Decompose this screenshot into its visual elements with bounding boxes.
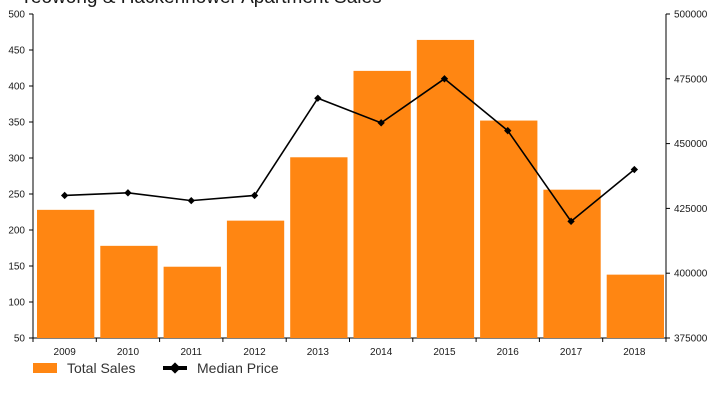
point-2016: [504, 126, 512, 135]
bar-2014: [353, 70, 411, 338]
point-2014: [377, 119, 385, 127]
legend-item-total-sales: Total Sales: [33, 360, 135, 376]
point-2018: [630, 165, 639, 174]
left-tick-label-50: 50: [14, 334, 26, 345]
x-tick-label-2014: 2014: [370, 347, 393, 358]
x-tick-label-2016: 2016: [497, 347, 520, 358]
x-tick-label-2013: 2013: [307, 347, 330, 358]
bar-2010: [100, 245, 158, 338]
left-tick-label-450: 450: [8, 46, 25, 57]
right-tick-label-475000: 475000: [674, 74, 708, 85]
bar-series: [37, 39, 664, 339]
chart-title: Yeowong & Hackenhower Apartment Sales: [20, 0, 382, 8]
point-2017: [567, 217, 575, 226]
left-tick-label-500: 500: [8, 10, 25, 21]
x-tick-label-2011: 2011: [180, 347, 202, 358]
point-2012: [250, 191, 259, 200]
legend-item-median-price: Median Price: [163, 360, 279, 376]
point-2010: [124, 189, 132, 197]
left-tick-label-350: 350: [8, 118, 25, 129]
bar-2017: [543, 189, 601, 338]
left-axis: 50 100 150 200 250 300 350 400 450 500: [8, 10, 34, 345]
left-tick-label-250: 250: [8, 190, 25, 201]
bar-2013: [290, 157, 348, 338]
median-price-line: [64, 77, 635, 223]
right-tick-label-500000: 500000: [674, 10, 708, 21]
point-2009: [60, 191, 69, 200]
right-tick-label-375000: 375000: [674, 334, 708, 345]
x-tick-label-2015: 2015: [433, 347, 456, 358]
bar-2018: [606, 274, 664, 338]
x-tick-label-2009: 2009: [54, 347, 77, 358]
x-tick-label-2017: 2017: [560, 347, 583, 358]
right-tick-label-400000: 400000: [674, 269, 708, 280]
legend-line-marker: [163, 362, 187, 374]
point-2013: [314, 94, 322, 102]
legend: Total Sales Median Price: [0, 360, 728, 390]
right-tick-label-450000: 450000: [674, 139, 708, 150]
legend-bar-swatch: [33, 363, 57, 373]
bar-2011: [163, 266, 221, 338]
bar-2015: [416, 39, 475, 339]
legend-label-median-price: Median Price: [197, 360, 279, 376]
bar-2009: [37, 209, 95, 338]
left-tick-label-200: 200: [8, 226, 25, 237]
x-tick-label-2012: 2012: [243, 347, 266, 358]
x-tick-label-2018: 2018: [623, 347, 646, 358]
right-axis: 375000 400000 425000 450000 475000 500000: [665, 10, 708, 345]
x-tick-label-2010: 2010: [117, 347, 140, 358]
legend-label-total-sales: Total Sales: [67, 360, 136, 376]
left-tick-label-300: 300: [8, 154, 25, 165]
x-axis: 2009 2010 2011 2012 2013 2014 2015 2016 2017 2018: [32, 337, 667, 358]
left-tick-label-150: 150: [8, 262, 25, 273]
bar-2012: [226, 220, 285, 338]
bar-2016: [480, 120, 538, 338]
chart: Yeowong & Hackenhower Apartment Sales 50…: [8, 0, 708, 358]
left-tick-label-400: 400: [8, 82, 25, 93]
point-2015: [440, 75, 449, 83]
point-2011: [187, 196, 195, 205]
left-tick-label-100: 100: [8, 298, 25, 309]
right-tick-label-425000: 425000: [674, 204, 708, 215]
line-series: [60, 75, 639, 226]
